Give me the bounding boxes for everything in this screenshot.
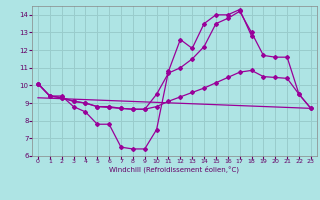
X-axis label: Windchill (Refroidissement éolien,°C): Windchill (Refroidissement éolien,°C) (109, 166, 239, 173)
